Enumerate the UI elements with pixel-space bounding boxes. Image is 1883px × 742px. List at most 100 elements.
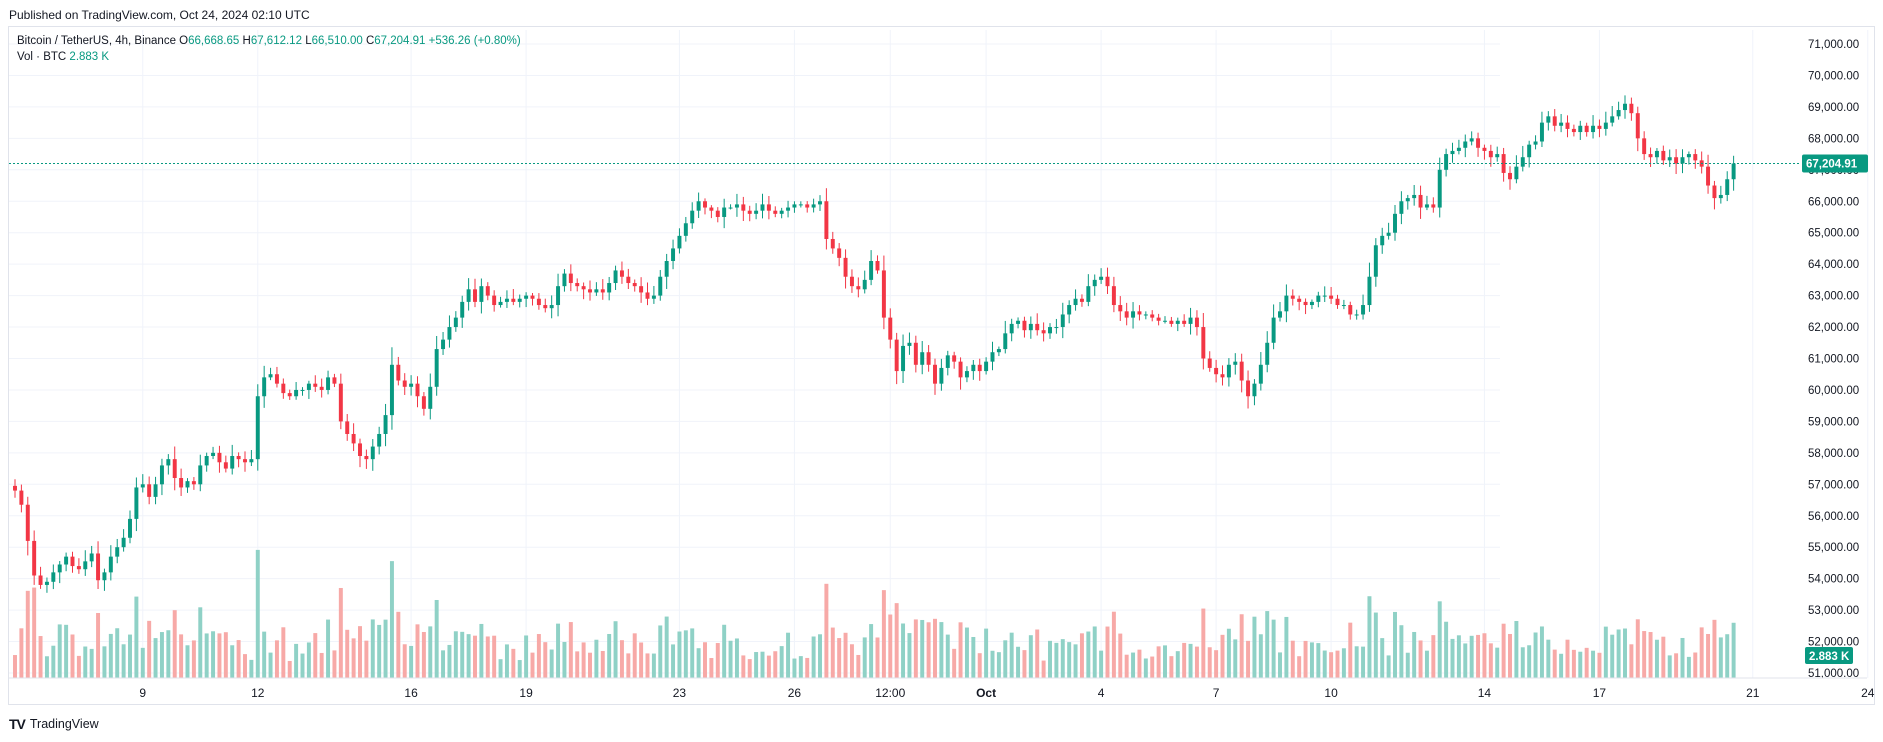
candle-body (1405, 198, 1410, 202)
time-tick-label: 4 (1098, 686, 1105, 700)
candle-body (51, 572, 56, 582)
volume-bar (626, 653, 631, 678)
volume-bar (249, 659, 254, 678)
volume-bar (709, 658, 714, 678)
volume-bar (1137, 649, 1142, 678)
volume-bar (568, 622, 573, 678)
volume-bar (517, 660, 522, 678)
candle-body (881, 270, 886, 318)
volume-bar (658, 625, 663, 678)
price-tick-label: 66,000.00 (1808, 196, 1859, 208)
volume-bar (1028, 635, 1033, 678)
high-label: H (242, 35, 251, 47)
time-tick-label: 9 (139, 686, 146, 700)
volume-bar (1290, 640, 1295, 678)
candle-body (607, 283, 612, 293)
candle-body (1514, 166, 1519, 180)
volume-bar (409, 645, 414, 678)
time-tick-label: 23 (673, 686, 687, 700)
candle-body (364, 455, 369, 460)
volume-bar (377, 624, 382, 678)
volume-bar (990, 650, 995, 678)
volume-bar (1725, 634, 1730, 678)
open-label: O (179, 35, 189, 47)
volume-bar (862, 637, 867, 678)
volume-bar (524, 635, 529, 678)
brand-name: TradingView (29, 717, 99, 731)
volume-bar (1508, 633, 1512, 678)
volume-bar (1258, 634, 1263, 678)
price-tick-label: 63,000.00 (1808, 291, 1859, 303)
candle-body (1131, 311, 1136, 318)
candle-body (1169, 320, 1174, 324)
candle-body (1099, 276, 1104, 280)
volume-bar (1309, 642, 1314, 678)
volume-bar (159, 632, 164, 678)
candle-body (1603, 122, 1608, 129)
volume-bar (128, 634, 132, 678)
candle-body (996, 349, 1001, 353)
published-banner: Published on TradingView.com, Oct 24, 20… (9, 8, 310, 22)
volume-bar (562, 641, 567, 678)
candle-body (1431, 204, 1436, 208)
candle-body (1188, 317, 1193, 324)
volume-bar (1635, 619, 1640, 678)
candle-body (1380, 235, 1385, 246)
symbol-title[interactable]: Bitcoin / TetherUS, 4h, Binance (17, 35, 176, 47)
candle-body (869, 261, 874, 280)
candle-body (1552, 116, 1557, 126)
candle-body (1035, 323, 1040, 331)
time-tick-label: 17 (1593, 686, 1607, 700)
volume-bar (703, 642, 707, 678)
candle-body (575, 283, 580, 287)
volume-bar (1118, 633, 1123, 678)
candle-body (926, 352, 931, 365)
candle-body (1214, 367, 1219, 375)
time-tick-label: 14 (1478, 686, 1492, 700)
volume-bar (89, 648, 94, 678)
volume-bar (1246, 640, 1251, 678)
footer-brand[interactable]: TV TradingView (9, 716, 99, 732)
candle-body (326, 377, 331, 390)
candle-body (1693, 154, 1698, 161)
volume-bar (332, 650, 337, 678)
volume-label[interactable]: Vol · BTC (17, 51, 67, 63)
candle-body (358, 443, 362, 456)
candle-body (1041, 330, 1046, 334)
volume-bar (1003, 640, 1008, 678)
volume-bar (734, 638, 739, 678)
volume-bar (875, 637, 880, 678)
candle-body (217, 452, 222, 463)
candle-body (434, 349, 439, 387)
candle-body (115, 547, 120, 557)
candle-body (626, 276, 631, 284)
candle-body (511, 298, 516, 302)
volume-bar (786, 632, 791, 678)
volume-bar (1322, 650, 1327, 678)
volume-bar (223, 632, 228, 678)
candle-body (134, 487, 139, 519)
candle-body (1271, 317, 1276, 343)
volume-bar (294, 643, 299, 678)
volume-bar (172, 610, 177, 678)
candle-body (639, 286, 644, 293)
volume-bar (96, 612, 101, 678)
candle-body (1667, 157, 1672, 161)
volume-bar (575, 651, 580, 678)
volume-bar (856, 654, 861, 678)
candle-body (281, 383, 286, 394)
volume-bar (1431, 635, 1436, 678)
volume-bar (1239, 614, 1244, 678)
candle-body (223, 462, 228, 469)
volume-bar (1533, 632, 1538, 678)
candle-body (888, 317, 893, 340)
candle-body (1092, 279, 1097, 287)
candle-body (1265, 342, 1270, 365)
candle-body (319, 386, 324, 390)
volume-bar (351, 638, 356, 678)
candle-body (243, 459, 247, 463)
candle-body (204, 455, 209, 466)
candle-body (108, 556, 113, 573)
candle-body (1361, 305, 1366, 315)
